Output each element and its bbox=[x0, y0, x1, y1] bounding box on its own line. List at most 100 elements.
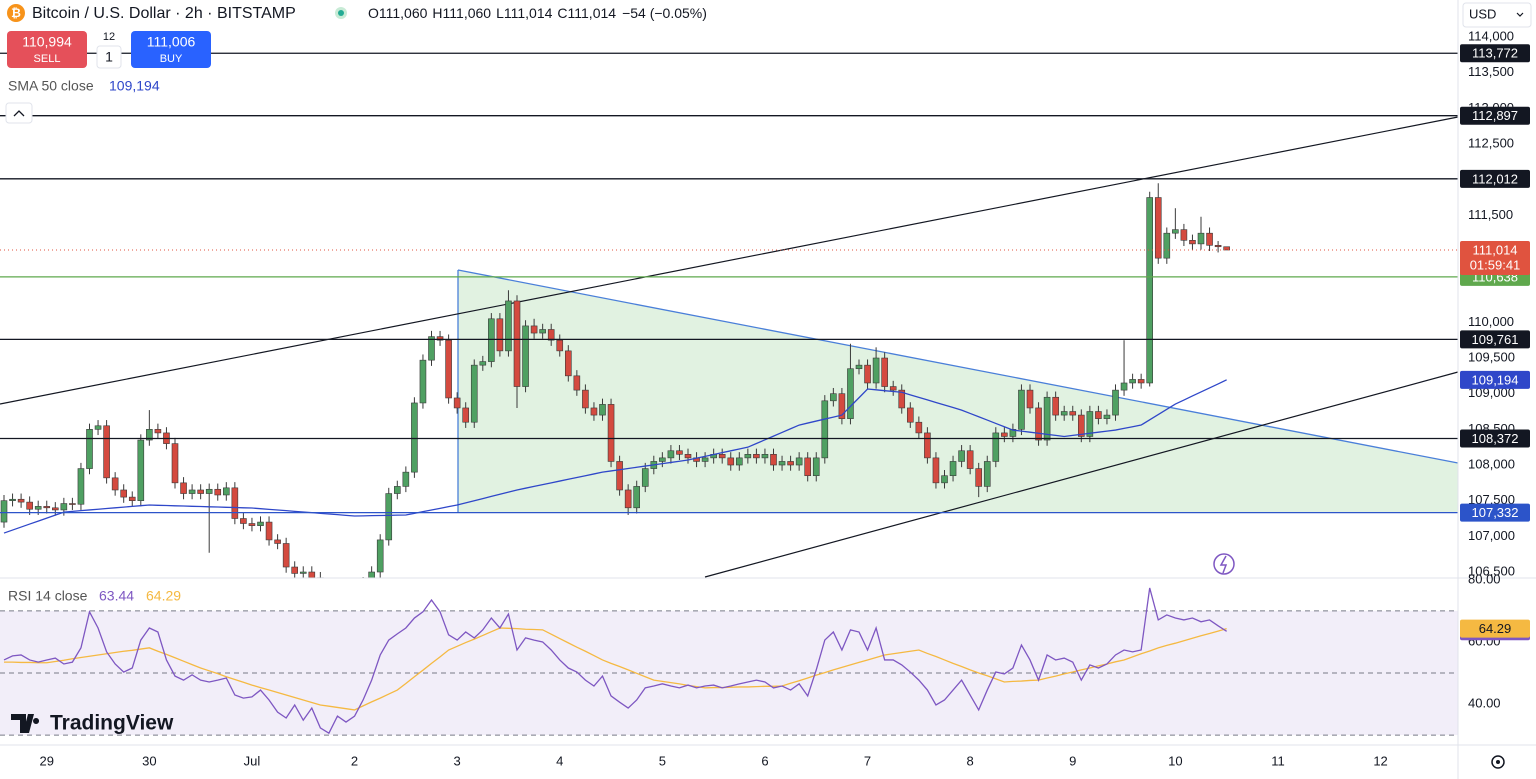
candle-body bbox=[616, 461, 623, 491]
rsi-line bbox=[4, 627, 1227, 711]
candle-body bbox=[326, 586, 332, 593]
symbol-title[interactable]: Bitcoin / U.S. Dollar · 2h · BITSTAMP bbox=[32, 5, 296, 22]
x-tick-label: 7 bbox=[864, 753, 871, 768]
candle-body bbox=[1180, 229, 1188, 241]
currency-select[interactable] bbox=[1462, 2, 1532, 28]
candle-body bbox=[411, 402, 418, 473]
candle-body bbox=[205, 488, 213, 494]
candle-body bbox=[1189, 240, 1196, 245]
candle-body bbox=[915, 421, 923, 434]
level-tag bbox=[1460, 503, 1530, 522]
candle-body bbox=[898, 389, 906, 409]
candle-body bbox=[154, 429, 162, 434]
rsi-tick-label: 80.00 bbox=[1468, 571, 1501, 586]
candle-body bbox=[830, 393, 837, 402]
candle-body bbox=[317, 577, 324, 578]
market-status-dot bbox=[338, 10, 344, 16]
sma-legend[interactable]: SMA 50 close bbox=[8, 78, 94, 94]
level-tag-label: 107,332 bbox=[1472, 505, 1519, 520]
candle-body bbox=[223, 487, 230, 496]
candle-body bbox=[1214, 245, 1222, 248]
candle-body bbox=[906, 407, 914, 423]
btc-icon bbox=[7, 4, 25, 22]
candle-body bbox=[821, 400, 829, 459]
candle-body bbox=[761, 454, 769, 459]
candle-body bbox=[889, 386, 897, 391]
candle-body bbox=[1163, 232, 1171, 259]
rsi-legend-value: 63.44 bbox=[99, 588, 134, 604]
candle-body bbox=[103, 425, 110, 479]
trend-line bbox=[704, 371, 1459, 578]
candle-body bbox=[419, 359, 427, 404]
candle-body bbox=[1154, 197, 1162, 259]
candle-body bbox=[924, 432, 931, 459]
last-price-label: 111,014 bbox=[1472, 242, 1517, 257]
candle-body bbox=[343, 593, 349, 600]
candle-body bbox=[1043, 396, 1051, 441]
candle-body bbox=[599, 404, 606, 416]
candle-body bbox=[1129, 379, 1136, 384]
x-tick-label: 5 bbox=[659, 753, 666, 768]
level-tag bbox=[1460, 169, 1530, 188]
candle-body bbox=[838, 393, 846, 419]
candle-body bbox=[735, 457, 743, 466]
candle-body bbox=[1095, 411, 1102, 419]
candle-body bbox=[864, 364, 871, 384]
candle-body bbox=[958, 450, 965, 462]
ohlc-value: 111,014 bbox=[568, 5, 617, 21]
candle-body bbox=[1206, 232, 1213, 246]
candle-body bbox=[1120, 382, 1128, 391]
candle-body bbox=[513, 300, 521, 387]
x-tick-label: 8 bbox=[967, 753, 974, 768]
candle-body bbox=[248, 523, 256, 526]
candle-body bbox=[804, 457, 812, 477]
sell-button[interactable] bbox=[7, 31, 87, 68]
x-tick-label: 12 bbox=[1373, 753, 1387, 768]
candle-body bbox=[393, 486, 401, 494]
level-tag bbox=[1460, 330, 1530, 349]
collapse-button[interactable] bbox=[5, 102, 33, 124]
brand: TradingView bbox=[50, 712, 174, 735]
level-tag bbox=[1460, 106, 1530, 125]
buy-button[interactable] bbox=[131, 31, 211, 68]
sma-tag-label: 109,194 bbox=[1472, 372, 1519, 387]
candle-body bbox=[547, 329, 555, 341]
ohlc-value: 111,014 bbox=[504, 5, 553, 21]
sma-tag bbox=[1460, 370, 1530, 389]
x-tick-label: Jul bbox=[244, 753, 261, 768]
candle-body bbox=[180, 482, 187, 494]
header: ₿ Bitcoin / U.S. Dollar · 2h · BITSTAMP … bbox=[5, 2, 1532, 769]
candle-body bbox=[1086, 411, 1094, 437]
level-tag-label: 109,761 bbox=[1472, 332, 1519, 347]
axes: 114,000113,500113,000112,500111,500110,0… bbox=[40, 28, 1530, 768]
y-tick-label: 108,000 bbox=[1468, 456, 1515, 471]
rsi-line bbox=[3, 587, 1228, 735]
candle-body bbox=[111, 477, 119, 491]
y-tick-label: 112,500 bbox=[1468, 135, 1514, 150]
sma-legend-value: 109,194 bbox=[109, 78, 160, 94]
candle-body bbox=[855, 364, 863, 370]
candle-body bbox=[624, 489, 632, 509]
candle-body bbox=[9, 498, 16, 501]
y-tick-label: 111,500 bbox=[1468, 207, 1513, 222]
candle-body bbox=[470, 364, 478, 423]
candle-body bbox=[1035, 407, 1042, 441]
candle-body bbox=[983, 461, 991, 487]
quantity-box[interactable] bbox=[96, 45, 122, 69]
settings-icon[interactable] bbox=[1491, 755, 1505, 769]
last-price-tag bbox=[1460, 241, 1530, 276]
level-tag-label: 112,012 bbox=[1472, 171, 1518, 186]
candle-body bbox=[966, 450, 974, 469]
candle-body bbox=[1001, 432, 1008, 437]
candle-body bbox=[684, 454, 692, 459]
candle-body bbox=[633, 486, 641, 509]
alert-icon[interactable] bbox=[1213, 553, 1235, 575]
x-tick-label: 3 bbox=[454, 753, 461, 768]
triangle-edge bbox=[457, 269, 1459, 464]
rsi-legend[interactable]: RSI 14 close bbox=[8, 588, 88, 604]
x-tick-label: 11 bbox=[1271, 753, 1285, 768]
y-tick-label: 109,500 bbox=[1468, 349, 1515, 364]
candle-body bbox=[667, 450, 675, 459]
x-tick-label: 29 bbox=[40, 753, 54, 768]
candle-body bbox=[795, 457, 803, 466]
